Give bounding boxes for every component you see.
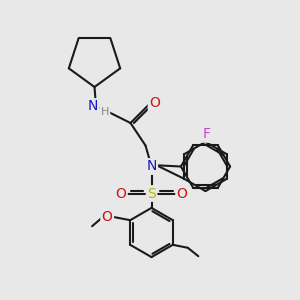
Text: O: O: [102, 210, 112, 224]
Text: N: N: [146, 160, 157, 173]
Text: S: S: [147, 187, 156, 200]
Text: H: H: [101, 107, 109, 117]
Text: O: O: [149, 96, 160, 110]
Text: F: F: [203, 128, 211, 141]
Text: O: O: [116, 187, 126, 200]
Text: O: O: [177, 187, 188, 200]
Text: N: N: [87, 100, 98, 113]
